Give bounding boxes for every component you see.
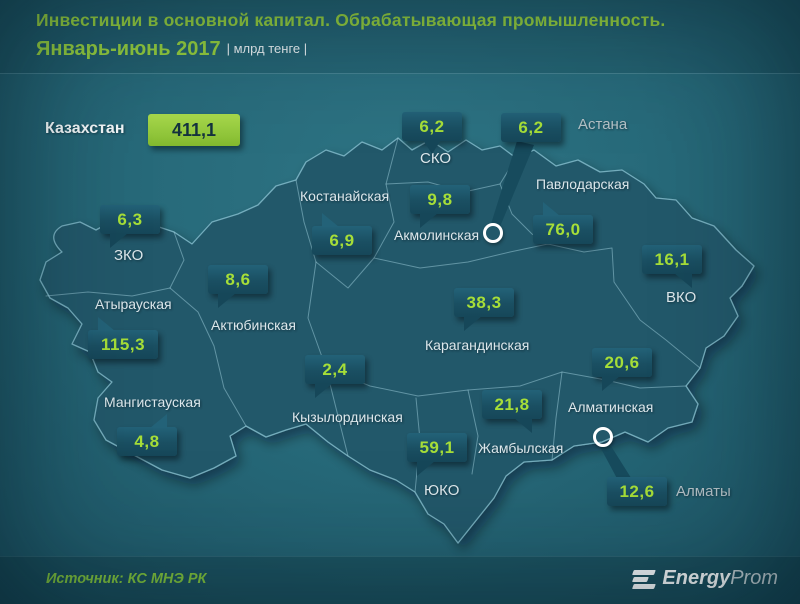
value-badge-sko: 6,2 xyxy=(402,112,462,154)
value-badge-zko: 6,3 xyxy=(100,205,160,248)
region-label-kyzylordinskaya: Кызылординская xyxy=(292,409,403,425)
page-title-line2: Январь-июнь 2017 | млрд тенге | xyxy=(36,38,307,61)
logo-text-bold: Energy xyxy=(662,567,731,590)
almaty-leader-line xyxy=(598,443,633,484)
value-badge-zhambylskaya: 21,8 xyxy=(482,390,542,433)
badge-pointer xyxy=(417,461,435,476)
region-label-karagandinskaya: Карагандинская xyxy=(425,337,530,353)
region-label-atyrauskaya: Атырауская xyxy=(95,296,172,312)
almaty-city-marker-icon xyxy=(593,427,613,447)
region-label-zko: ЗКО xyxy=(114,247,144,264)
badge-pointer xyxy=(150,414,167,428)
badge-pointer xyxy=(543,202,560,216)
leader-lines xyxy=(491,141,633,484)
region-label-yuko: ЮКО xyxy=(424,482,460,499)
header-band: Инвестиции в основной капитал. Обрабатыв… xyxy=(0,0,800,74)
value-badge-kostanayskaya: 6,9 xyxy=(312,213,372,255)
region-label-vko: ВКО xyxy=(666,289,697,306)
region-label-pavlodarskaya: Павлодарская xyxy=(536,176,630,192)
value-badge-almatinskaya: 20,6 xyxy=(592,348,652,391)
region-label-kostanayskaya: Костанайская xyxy=(300,188,390,204)
city-label-astana: Астана xyxy=(578,116,628,133)
value-badge-almaty: 12,6 xyxy=(607,477,667,506)
value-badge-akmolinskaya: 9,8 xyxy=(410,185,470,228)
badge-pointer xyxy=(420,213,438,228)
badge-pointer xyxy=(602,376,620,391)
astana-leader-line xyxy=(491,141,534,229)
badge-pointer xyxy=(98,317,115,331)
title-units: | млрд тенге | xyxy=(226,41,308,56)
value-badge-pavlodarskaya: 76,0 xyxy=(533,202,593,244)
region-label-zhambylskaya: Жамбылская xyxy=(478,440,564,456)
footer-band: Источник: КС МНЭ РК EnergyProm xyxy=(0,556,800,604)
page-title-line1: Инвестиции в основной капитал. Обрабатыв… xyxy=(36,10,666,30)
badge-pointer xyxy=(218,293,236,308)
value-badge-karagandinskaya: 38,3 xyxy=(454,288,514,331)
badge-pointer xyxy=(322,213,339,227)
badge-pointer xyxy=(423,140,441,154)
astana-city-marker-icon xyxy=(483,223,503,243)
value-badge-kyzylordinskaya: 2,4 xyxy=(305,355,365,398)
region-label-aktyubinskaya: Актюбинская xyxy=(211,317,296,333)
city-label-almaty: Алматы xyxy=(676,483,731,500)
region-label-sko: СКО xyxy=(420,150,452,167)
value-badge-astana: 6,2 xyxy=(501,113,561,142)
badge-pointer xyxy=(315,383,333,398)
source-note: Источник: КС МНЭ РК xyxy=(46,571,207,587)
country-total-badge: 411,1 xyxy=(148,114,240,146)
energyprom-logo-text: EnergyProm xyxy=(662,567,778,590)
country-total-value: 411,1 xyxy=(171,120,217,140)
value-badge-vko: 16,1 xyxy=(642,245,702,288)
logo-text-light: Prom xyxy=(730,567,778,590)
energyprom-logo: EnergyProm xyxy=(632,567,778,591)
value-badge-atyrauskaya: 115,3 xyxy=(88,317,158,359)
region-label-akmolinskaya: Акмолинская xyxy=(394,227,480,243)
value-badge-aktyubinskaya: 8,6 xyxy=(208,265,268,308)
country-label: Казахстан xyxy=(45,120,125,137)
title-period: Январь-июнь 2017 xyxy=(36,38,221,60)
badge-pointer xyxy=(110,233,128,248)
badge-pointer xyxy=(514,418,532,433)
value-badge-mangistauskaya: 4,8 xyxy=(117,414,177,456)
region-label-mangistauskaya: Мангистауская xyxy=(104,394,201,410)
region-borders xyxy=(45,137,701,493)
energyprom-logo-icon xyxy=(632,567,657,591)
badge-pointer xyxy=(464,316,482,331)
value-badge-yuko: 59,1 xyxy=(407,433,467,476)
region-label-almatinskaya: Алматинская xyxy=(568,399,654,415)
badge-pointer xyxy=(674,273,692,288)
